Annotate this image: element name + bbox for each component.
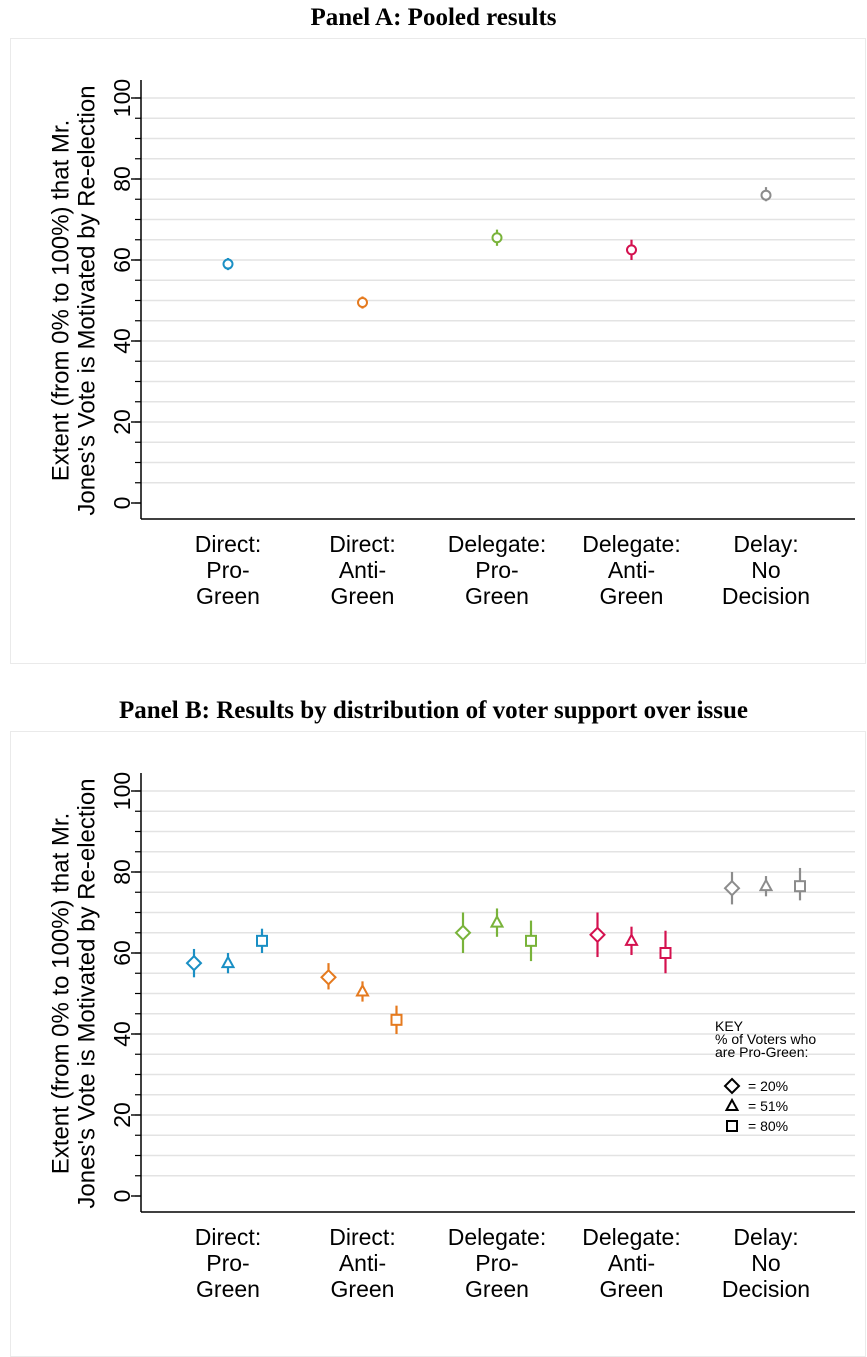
y-tick-label: 80 <box>109 859 135 885</box>
data-point <box>454 924 472 942</box>
category-label-line: Delay: <box>733 531 798 557</box>
data-point <box>222 258 234 270</box>
legend-marker <box>724 1097 740 1111</box>
category-label-line: Anti- <box>339 557 386 583</box>
category-label-line: Direct: <box>329 1224 395 1250</box>
category-label-line: Decision <box>722 1276 810 1302</box>
legend-title-line: KEY <box>715 1018 744 1034</box>
category-label-line: Anti- <box>608 1250 655 1276</box>
data-point <box>355 983 370 997</box>
category-label-line: Direct: <box>195 531 261 557</box>
category-label-line: Pro- <box>206 1250 249 1276</box>
legend-entry-label: = 51% <box>748 1098 788 1114</box>
category-label-line: Direct: <box>329 531 395 557</box>
data-point <box>525 934 537 947</box>
data-point <box>794 880 806 893</box>
data-point <box>220 955 236 969</box>
data-point <box>357 297 368 309</box>
legend-title-line: % of Voters who <box>715 1031 816 1047</box>
legend-title-line: are Pro-Green: <box>715 1044 808 1060</box>
category-label-line: Decision <box>722 583 810 609</box>
data-point <box>320 968 337 986</box>
category-label-line: Green <box>331 1276 395 1302</box>
category-label-line: Delegate: <box>582 531 680 557</box>
data-point <box>589 926 606 944</box>
y-axis-title-line: Extent (from 0% to 100%) that Mr. <box>47 120 74 481</box>
y-tick-label: 40 <box>109 1021 135 1047</box>
category-label-line: Anti- <box>608 557 655 583</box>
data-point <box>390 1013 403 1026</box>
data-point <box>758 878 774 892</box>
category-label-line: Green <box>196 583 260 609</box>
y-axis-title-line: Jones's Vote is Motivated by Re-election <box>73 85 100 515</box>
panel-b-chart: 0 20 40 60 80 100 Extent (from 0% to 100%) tha… <box>47 772 855 1302</box>
category-label-line: No <box>751 557 780 583</box>
data-point <box>659 947 672 959</box>
y-tick-label: 100 <box>109 772 135 810</box>
y-tick-label: 20 <box>109 1102 135 1128</box>
category-label-line: Green <box>465 583 529 609</box>
data-point <box>489 914 505 928</box>
panel-a-chart: 0 20 40 60 80 100 Extent (from 0% to 100%) tha… <box>47 79 855 609</box>
y-tick-label: 60 <box>109 247 135 273</box>
category-label-line: Delegate: <box>448 1224 546 1250</box>
data-point <box>256 934 268 947</box>
category-label-line: Pro- <box>475 1250 518 1276</box>
y-tick-label: 100 <box>109 79 135 117</box>
category-label-line: Pro- <box>475 557 518 583</box>
category-label-line: Delegate: <box>448 531 546 557</box>
panel-b-frame <box>10 731 866 1357</box>
category-label-line: Green <box>600 1276 664 1302</box>
panel-b-title: Panel B: Results by distribution of vote… <box>119 697 748 724</box>
data-point <box>723 879 741 897</box>
y-tick-label: 80 <box>109 166 135 192</box>
category-label-line: Anti- <box>339 1250 386 1276</box>
category-label-line: Green <box>196 1276 260 1302</box>
y-tick-label: 60 <box>109 940 135 966</box>
category-label-line: Delegate: <box>582 1224 680 1250</box>
category-label-line: Green <box>465 1276 529 1302</box>
data-point <box>626 244 637 256</box>
y-tick-label: 0 <box>109 1190 135 1203</box>
category-label-line: Green <box>600 583 664 609</box>
legend-marker <box>726 1120 738 1132</box>
category-label-line: Green <box>331 583 395 609</box>
legend-entry-label: = 20% <box>748 1078 788 1094</box>
y-axis-title-line: Jones's Vote is Motivated by Re-election <box>73 778 100 1208</box>
legend-marker <box>723 1077 741 1095</box>
legend-entry-label: = 80% <box>748 1118 788 1134</box>
panel-a-title: Panel A: Pooled results <box>310 4 557 31</box>
data-point <box>185 954 203 972</box>
y-tick-label: 20 <box>109 409 135 435</box>
data-point <box>760 189 772 201</box>
category-label-line: Direct: <box>195 1224 261 1250</box>
data-point <box>491 232 503 244</box>
y-tick-label: 40 <box>109 328 135 354</box>
category-label-line: No <box>751 1250 780 1276</box>
category-label-line: Delay: <box>733 1224 798 1250</box>
data-point <box>624 932 639 946</box>
category-label-line: Pro- <box>206 557 249 583</box>
y-tick-label: 0 <box>109 497 135 510</box>
panel-a-frame <box>10 38 866 664</box>
y-axis-title-line: Extent (from 0% to 100%) that Mr. <box>47 813 74 1174</box>
